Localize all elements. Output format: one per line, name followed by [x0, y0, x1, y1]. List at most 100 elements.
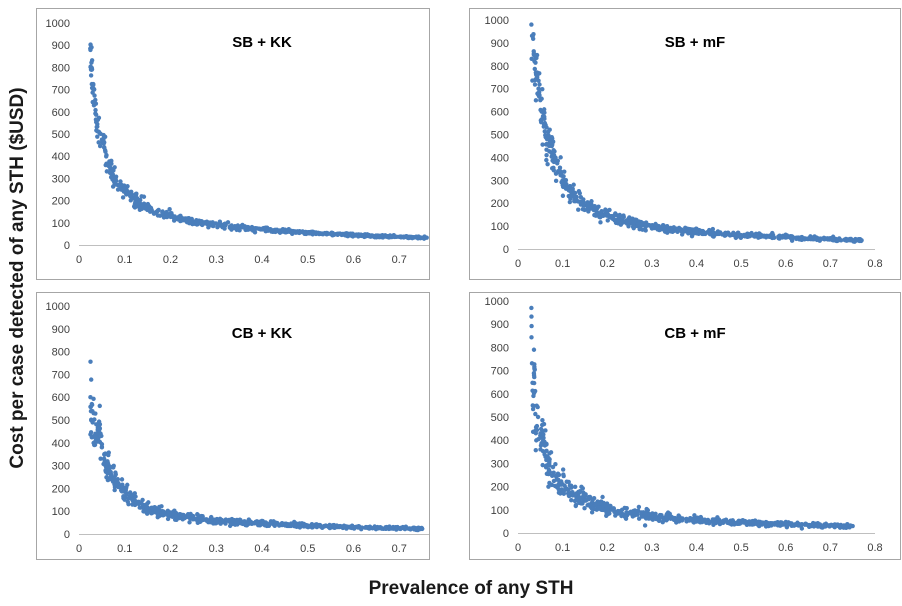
- data-point: [164, 212, 169, 218]
- data-point: [562, 169, 567, 174]
- data-point: [536, 94, 542, 99]
- data-point: [110, 479, 116, 484]
- data-point: [281, 228, 286, 234]
- data-point: [128, 493, 134, 498]
- data-point: [542, 110, 547, 115]
- data-point: [365, 232, 370, 237]
- data-point: [253, 226, 259, 231]
- data-point: [769, 523, 774, 528]
- y-tick-label: 200: [491, 198, 509, 210]
- chart-svg: 0 100 200 300 400 500 600 700 800 900 1000 0 0.1 0.2 0…: [485, 15, 883, 270]
- data-point: [742, 234, 748, 239]
- y-tick-label: 1000: [485, 296, 509, 308]
- x-tick-label: 0: [515, 258, 521, 270]
- data-point: [167, 511, 172, 517]
- data-point: [558, 169, 563, 174]
- data-point: [419, 235, 424, 240]
- data-point: [286, 228, 291, 234]
- data-point: [353, 233, 358, 238]
- data-point: [533, 424, 539, 430]
- data-point: [112, 487, 117, 493]
- data-point: [567, 184, 573, 189]
- data-point: [530, 36, 536, 41]
- data-point: [395, 524, 400, 530]
- data-point: [387, 233, 393, 238]
- data-point: [244, 225, 249, 230]
- data-point: [408, 526, 413, 532]
- data-point: [558, 173, 563, 178]
- data-point: [415, 235, 421, 240]
- y-tick-label: 400: [491, 435, 509, 447]
- data-point: [357, 232, 362, 238]
- data-point: [125, 499, 131, 505]
- data-point: [104, 154, 109, 159]
- data-point: [821, 235, 827, 240]
- x-tick-label: 0.6: [346, 254, 361, 266]
- data-point: [829, 522, 834, 528]
- data-point: [573, 198, 578, 204]
- x-tick-label: 0.8: [867, 542, 882, 554]
- data-point: [529, 335, 534, 340]
- data-point: [145, 207, 150, 213]
- data-point: [692, 228, 697, 234]
- data-point: [531, 49, 536, 54]
- data-point: [845, 522, 850, 527]
- data-point: [347, 524, 352, 530]
- data-point: [673, 226, 679, 231]
- data-point: [119, 487, 125, 492]
- data-point: [645, 508, 651, 513]
- data-point: [103, 149, 108, 154]
- data-point: [613, 211, 618, 216]
- data-point: [707, 520, 712, 525]
- data-point: [646, 222, 651, 228]
- data-point: [406, 235, 411, 241]
- data-point: [589, 505, 595, 511]
- chart-title: SB + KK: [232, 34, 292, 51]
- data-point: [613, 513, 618, 518]
- data-point: [653, 516, 659, 521]
- data-point: [106, 450, 111, 455]
- data-point: [544, 448, 549, 453]
- data-point: [279, 521, 285, 526]
- data-point: [699, 518, 704, 523]
- data-point: [533, 411, 538, 417]
- data-point: [134, 196, 139, 201]
- data-point: [176, 216, 182, 221]
- data-point: [785, 234, 790, 240]
- data-point: [656, 518, 662, 523]
- data-point: [114, 482, 119, 487]
- data-point: [557, 165, 563, 170]
- x-axis-label: Prevalence of any STH: [368, 578, 574, 599]
- data-point: [285, 522, 291, 527]
- data-point: [167, 206, 172, 212]
- data-point: [617, 212, 622, 218]
- data-point: [241, 521, 246, 526]
- data-point: [764, 520, 769, 525]
- y-tick-label: 300: [491, 458, 509, 470]
- data-point: [630, 509, 636, 515]
- data-point: [555, 471, 561, 476]
- data-point: [798, 237, 803, 242]
- data-point: [639, 510, 644, 515]
- data-point: [724, 232, 729, 237]
- data-point: [731, 232, 737, 238]
- data-point: [277, 229, 282, 234]
- data-point: [223, 521, 228, 526]
- y-axis-label: Cost per case detected of any STH ($USD): [7, 87, 28, 469]
- data-point: [820, 524, 825, 529]
- data-point: [318, 231, 323, 236]
- data-point: [169, 211, 174, 216]
- y-tick-label: 0: [64, 240, 70, 252]
- data-point: [553, 178, 559, 184]
- data-point: [686, 226, 692, 232]
- data-point: [323, 523, 329, 529]
- data-point: [690, 517, 696, 523]
- data-point: [546, 484, 551, 489]
- data-point: [308, 524, 313, 529]
- x-tick-label: 0.4: [689, 258, 704, 270]
- data-point: [120, 195, 126, 200]
- data-point: [302, 231, 307, 236]
- data-point: [535, 414, 541, 420]
- data-point: [222, 226, 227, 231]
- data-point: [529, 314, 534, 319]
